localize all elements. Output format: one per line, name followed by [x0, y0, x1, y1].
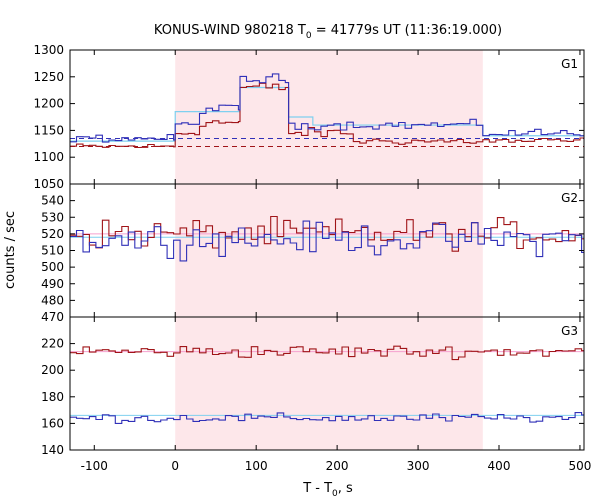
- panel-label: G2: [561, 191, 578, 205]
- y-tick-label: 480: [41, 293, 64, 307]
- y-tick-label: 160: [41, 416, 64, 430]
- panel-frame: [69, 316, 585, 451]
- y-tick-label: 1250: [33, 70, 64, 84]
- chart-title-prefix: KONUS-WIND 980218 T: [154, 23, 306, 38]
- series-blue: [70, 220, 584, 262]
- y-tick-label: 490: [41, 277, 64, 291]
- chart-title-sub: 0: [306, 31, 312, 41]
- x-axis-label-prefix: T - T: [302, 481, 332, 496]
- panel-g3: 140 160 180 200 220 G3: [41, 316, 585, 457]
- series-blue: [70, 412, 584, 424]
- x-axis-label-sub: 0: [332, 489, 338, 499]
- x-tick-label: 0: [171, 459, 179, 473]
- y-tick-label: 470: [41, 310, 64, 324]
- x-tick-label: -100: [81, 459, 108, 473]
- series-blue: [70, 73, 584, 143]
- x-tick-label: 500: [568, 459, 591, 473]
- series-red: [70, 345, 584, 361]
- y-tick-label: 1050: [33, 177, 64, 191]
- y-tick-label: 540: [41, 194, 64, 208]
- y-tick-label: 140: [41, 443, 64, 457]
- x-tick-label: 300: [407, 459, 430, 473]
- y-tick-label: 1150: [33, 123, 64, 137]
- x-tick-label: 100: [245, 459, 268, 473]
- y-tick-label: 510: [41, 244, 64, 258]
- y-tick-label: 1200: [33, 97, 64, 111]
- shaded-interval: [175, 317, 483, 450]
- y-tick-label: 500: [41, 260, 64, 274]
- chart-title: KONUS-WIND 980218 T0 = 41779s UT (11:36:…: [154, 23, 502, 41]
- series-red: [70, 82, 584, 149]
- panel-g2: 470 480 490 500 510 520 530 540 G2: [41, 183, 585, 324]
- y-tick-label: 200: [41, 363, 64, 377]
- y-axis-label: counts / sec: [3, 211, 18, 289]
- x-tick-label: 200: [326, 459, 349, 473]
- y-tick-label: 180: [41, 390, 64, 404]
- panel-label: G3: [561, 324, 578, 338]
- panel-label: G1: [561, 57, 578, 71]
- chart-title-suffix: = 41779s UT (11:36:19.000): [312, 23, 502, 38]
- y-tick-label: 1300: [33, 43, 64, 57]
- y-tick-label: 220: [41, 337, 64, 351]
- panel-g1: 1050 1100 1150 1200 1250 1300 G1: [33, 43, 585, 191]
- x-axis-tick-labels: -100 0 100 200 300 400 500: [81, 459, 592, 473]
- x-tick-label: 400: [488, 459, 511, 473]
- y-tick-label: 530: [41, 210, 64, 224]
- x-axis-label-suffix: , s: [338, 481, 353, 496]
- y-tick-label: 1100: [33, 150, 64, 164]
- y-tick-label: 520: [41, 227, 64, 241]
- shaded-interval: [175, 184, 483, 317]
- x-axis-label: T - T0, s: [302, 481, 353, 499]
- panels-layer: 1050 1100 1150 1200 1250 1300 G1 470 480 490 500 51…: [33, 43, 585, 457]
- shaded-interval: [175, 50, 483, 184]
